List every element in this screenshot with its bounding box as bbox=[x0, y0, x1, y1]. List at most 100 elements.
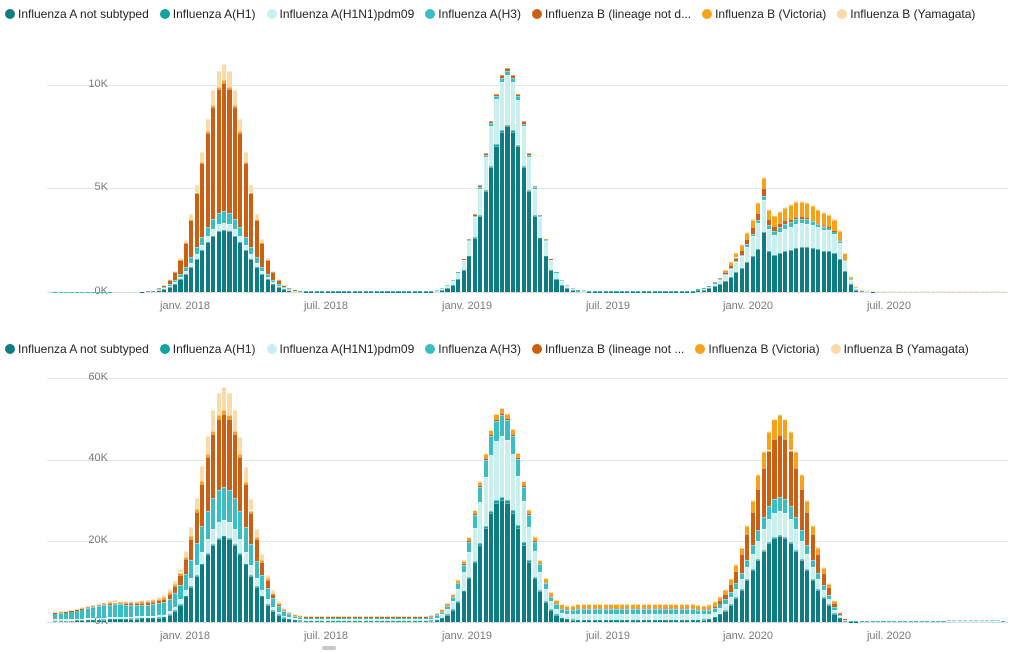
bar-segment[interactable] bbox=[761, 549, 766, 551]
bar-segment[interactable] bbox=[439, 290, 445, 292]
bar-segment[interactable] bbox=[723, 274, 728, 281]
bar-segment[interactable] bbox=[979, 291, 984, 292]
legend-item-influenza-a-h1n1pdm09[interactable]: Influenza A(H1N1)pdm09 bbox=[266, 342, 414, 356]
legend-item-influenza-a-h3[interactable]: Influenza A(H3) bbox=[425, 342, 521, 356]
bar-segment[interactable] bbox=[576, 620, 581, 622]
bar-segment[interactable] bbox=[652, 604, 657, 608]
bar-segment[interactable] bbox=[848, 621, 853, 622]
bar-segment[interactable] bbox=[222, 229, 227, 292]
bar-segment[interactable] bbox=[854, 286, 859, 287]
bar-segment[interactable] bbox=[826, 586, 832, 596]
bar-segment[interactable] bbox=[287, 290, 292, 292]
bar-segment[interactable] bbox=[707, 605, 712, 609]
bar-segment[interactable] bbox=[897, 291, 902, 292]
bar-segment[interactable] bbox=[401, 621, 406, 622]
bar-segment[interactable] bbox=[652, 608, 657, 609]
bar-segment[interactable] bbox=[516, 452, 521, 457]
bar-segment[interactable] bbox=[494, 96, 499, 100]
bar-segment[interactable] bbox=[238, 226, 243, 237]
bar-segment[interactable] bbox=[200, 236, 205, 245]
bar-segment[interactable] bbox=[636, 604, 641, 608]
bar-segment[interactable] bbox=[102, 619, 107, 622]
bar-segment[interactable] bbox=[717, 596, 723, 601]
bar-segment[interactable] bbox=[527, 156, 532, 191]
bar-segment[interactable] bbox=[216, 537, 221, 539]
bar-segment[interactable] bbox=[461, 562, 466, 565]
bar-segment[interactable] bbox=[941, 291, 946, 292]
bar-segment[interactable] bbox=[723, 593, 728, 599]
bar-segment[interactable] bbox=[679, 604, 684, 608]
bar-segment[interactable] bbox=[292, 620, 297, 622]
bar-segment[interactable] bbox=[668, 613, 674, 620]
bar-segment[interactable] bbox=[494, 500, 499, 503]
bar-segment[interactable] bbox=[260, 596, 265, 622]
bar-segment[interactable] bbox=[826, 604, 832, 622]
bar-segment[interactable] bbox=[532, 540, 537, 542]
bar-segment[interactable] bbox=[734, 588, 739, 598]
bar-segment[interactable] bbox=[194, 192, 199, 194]
bar-segment[interactable] bbox=[429, 620, 434, 622]
bar-segment[interactable] bbox=[287, 613, 292, 615]
bar-segment[interactable] bbox=[292, 291, 297, 292]
bar-segment[interactable] bbox=[739, 256, 744, 269]
bar-segment[interactable] bbox=[957, 291, 962, 292]
bar-segment[interactable] bbox=[151, 601, 156, 605]
bar-segment[interactable] bbox=[734, 261, 739, 263]
bar-segment[interactable] bbox=[658, 613, 663, 620]
bar-segment[interactable] bbox=[412, 621, 417, 622]
bar-segment[interactable] bbox=[788, 542, 793, 622]
bar-segment[interactable] bbox=[309, 617, 314, 620]
bar-segment[interactable] bbox=[232, 434, 237, 499]
bar-segment[interactable] bbox=[674, 608, 679, 609]
bar-segment[interactable] bbox=[265, 604, 270, 622]
bar-segment[interactable] bbox=[238, 236, 243, 243]
bar-segment[interactable] bbox=[456, 588, 461, 602]
bar-segment[interactable] bbox=[521, 123, 526, 126]
bar-segment[interactable] bbox=[581, 620, 586, 622]
bar-segment[interactable] bbox=[232, 218, 237, 230]
bar-segment[interactable] bbox=[232, 544, 237, 545]
bar-segment[interactable] bbox=[963, 620, 968, 621]
bar-segment[interactable] bbox=[183, 551, 188, 557]
bar-segment[interactable] bbox=[968, 291, 973, 292]
bar-segment[interactable] bbox=[805, 202, 810, 203]
bar-segment[interactable] bbox=[974, 291, 979, 292]
bar-segment[interactable] bbox=[461, 269, 466, 292]
bar-segment[interactable] bbox=[254, 560, 259, 579]
bar-segment[interactable] bbox=[516, 93, 521, 97]
bar-segment[interactable] bbox=[587, 608, 592, 609]
bar-segment[interactable] bbox=[701, 619, 706, 622]
bar-segment[interactable] bbox=[216, 414, 221, 419]
bar-segment[interactable] bbox=[777, 535, 783, 537]
bar-segment[interactable] bbox=[696, 609, 701, 615]
bar-segment[interactable] bbox=[254, 214, 259, 220]
bar-segment[interactable] bbox=[58, 619, 63, 621]
bar-segment[interactable] bbox=[69, 610, 74, 611]
bar-segment[interactable] bbox=[728, 583, 733, 592]
bar-segment[interactable] bbox=[341, 621, 347, 622]
bar-segment[interactable] bbox=[647, 608, 652, 609]
bar-segment[interactable] bbox=[118, 600, 123, 602]
bar-segment[interactable] bbox=[80, 607, 85, 608]
bar-segment[interactable] bbox=[788, 226, 793, 250]
bar-segment[interactable] bbox=[401, 617, 406, 620]
bar-segment[interactable] bbox=[369, 619, 374, 621]
bar-segment[interactable] bbox=[123, 618, 129, 622]
bar-segment[interactable] bbox=[510, 512, 515, 622]
bar-segment[interactable] bbox=[183, 595, 188, 597]
bar-segment[interactable] bbox=[249, 575, 254, 576]
bar-segment[interactable] bbox=[85, 608, 90, 619]
bar-segment[interactable] bbox=[739, 589, 744, 622]
bar-segment[interactable] bbox=[145, 599, 150, 601]
bar-segment[interactable] bbox=[505, 418, 510, 421]
bar-segment[interactable] bbox=[489, 429, 494, 435]
bar-segment[interactable] bbox=[222, 211, 227, 223]
bar-segment[interactable] bbox=[516, 144, 521, 146]
bar-segment[interactable] bbox=[739, 268, 744, 292]
bar-segment[interactable] bbox=[145, 602, 150, 605]
bar-segment[interactable] bbox=[265, 574, 270, 579]
bar-segment[interactable] bbox=[570, 610, 575, 615]
bar-segment[interactable] bbox=[658, 620, 663, 622]
bar-segment[interactable] bbox=[499, 435, 505, 497]
bar-segment[interactable] bbox=[140, 618, 145, 622]
